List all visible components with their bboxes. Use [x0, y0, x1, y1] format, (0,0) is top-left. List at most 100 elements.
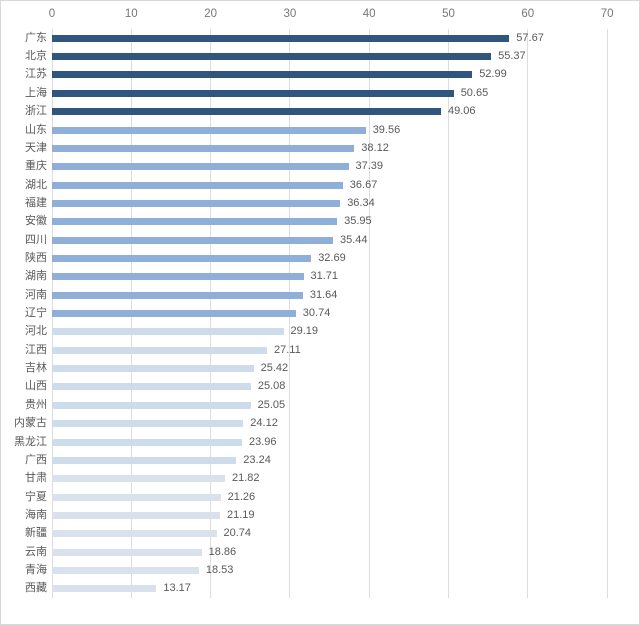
category-label: 陕西 — [25, 251, 47, 264]
value-label: 32.69 — [318, 251, 346, 264]
category-label: 重庆 — [25, 160, 47, 173]
category-label: 青海 — [25, 564, 47, 576]
category-label: 安徽 — [25, 215, 47, 228]
category-label: 河北 — [25, 325, 47, 338]
value-label: 36.67 — [349, 178, 378, 191]
bar[interactable] — [52, 365, 254, 373]
bar[interactable] — [52, 310, 296, 317]
category-label: 宁夏 — [25, 490, 47, 503]
bar[interactable] — [52, 144, 355, 152]
value-label: 39.56 — [372, 123, 401, 136]
value-label: 35.95 — [344, 215, 372, 228]
x-axis-tick-label: 10 — [124, 8, 138, 20]
value-label: 50.65 — [460, 86, 489, 99]
bar[interactable] — [52, 438, 242, 446]
value-label: 21.82 — [232, 472, 260, 485]
category-label: 辽宁 — [25, 307, 47, 319]
value-label: 27.11 — [274, 343, 301, 356]
x-axis-tick-label: 0 — [48, 8, 56, 20]
category-label: 湖南 — [25, 270, 47, 283]
category-label: 天津 — [25, 141, 47, 154]
x-axis-tick-label: 30 — [283, 8, 297, 20]
category-label: 内蒙古 — [14, 417, 47, 430]
category-label: 广西 — [25, 453, 47, 466]
category-label: 北京 — [25, 50, 47, 62]
category-label: 西藏 — [25, 582, 47, 595]
value-label: 30.74 — [302, 307, 331, 319]
category-label: 甘肃 — [25, 472, 47, 485]
bar[interactable] — [52, 530, 217, 538]
bar[interactable] — [52, 218, 338, 226]
category-label: 浙江 — [25, 105, 47, 118]
value-label: 31.71 — [310, 270, 339, 283]
value-label: 21.19 — [227, 508, 255, 521]
bar[interactable] — [52, 108, 441, 116]
category-label: 山西 — [25, 380, 47, 393]
bar[interactable] — [52, 291, 303, 299]
value-label: 57.67 — [516, 31, 544, 44]
bar[interactable] — [52, 567, 199, 574]
category-label: 江苏 — [25, 68, 47, 81]
category-label: 湖北 — [25, 178, 47, 191]
bar[interactable] — [52, 71, 473, 79]
bar[interactable] — [52, 236, 333, 244]
bar[interactable] — [52, 199, 341, 207]
value-label: 18.86 — [208, 545, 237, 558]
category-label: 云南 — [25, 545, 47, 558]
x-axis-tick-label: 40 — [362, 8, 376, 20]
value-label: 23.96 — [249, 435, 277, 448]
bar[interactable] — [52, 420, 244, 428]
value-label: 23.24 — [243, 453, 271, 466]
value-label: 25.08 — [257, 380, 286, 393]
category-label: 吉林 — [25, 362, 47, 375]
bar[interactable] — [52, 126, 366, 134]
bar[interactable] — [52, 548, 202, 556]
bar[interactable] — [52, 273, 304, 281]
category-label: 上海 — [25, 86, 47, 99]
bar[interactable] — [52, 493, 221, 501]
value-label: 49.06 — [448, 105, 476, 118]
x-axis-tick-label: 60 — [521, 8, 535, 20]
bar[interactable] — [52, 181, 343, 189]
bar[interactable] — [52, 401, 251, 409]
value-label: 35.44 — [340, 233, 368, 246]
bar[interactable] — [52, 254, 312, 262]
bar[interactable] — [52, 511, 220, 519]
value-label: 36.34 — [347, 196, 375, 209]
category-label: 贵州 — [25, 398, 47, 411]
x-axis-tick-label: 70 — [600, 8, 614, 20]
bar[interactable] — [52, 34, 510, 42]
category-label: 广东 — [25, 31, 47, 44]
bar[interactable] — [52, 383, 251, 391]
value-label: 24.12 — [250, 417, 278, 430]
category-label: 河南 — [25, 288, 47, 301]
value-label: 20.74 — [223, 527, 252, 540]
bar[interactable] — [52, 163, 349, 171]
category-label: 四川 — [25, 233, 47, 246]
gridline — [448, 29, 449, 598]
bar[interactable] — [52, 456, 237, 464]
bar[interactable] — [52, 328, 284, 336]
x-axis-tick-label: 50 — [442, 8, 455, 20]
value-label: 18.53 — [205, 564, 234, 576]
category-label: 新疆 — [25, 527, 47, 540]
value-label: 52.99 — [479, 68, 507, 81]
value-label: 13.17 — [163, 582, 191, 595]
gridline — [368, 29, 370, 598]
bar[interactable] — [52, 585, 157, 593]
x-axis-tick-label: 20 — [204, 8, 217, 20]
bar[interactable] — [52, 475, 225, 483]
category-label: 福建 — [25, 196, 47, 209]
value-label: 38.12 — [361, 141, 389, 154]
gridline — [606, 29, 608, 598]
value-label: 31.64 — [309, 288, 338, 301]
value-label: 21.26 — [227, 490, 256, 503]
bar[interactable] — [52, 53, 492, 60]
bar[interactable] — [52, 346, 267, 354]
gridline — [527, 29, 529, 598]
value-label: 29.19 — [290, 325, 319, 338]
bar[interactable] — [52, 89, 454, 97]
value-label: 37.39 — [355, 160, 384, 173]
category-label: 山东 — [25, 123, 47, 136]
